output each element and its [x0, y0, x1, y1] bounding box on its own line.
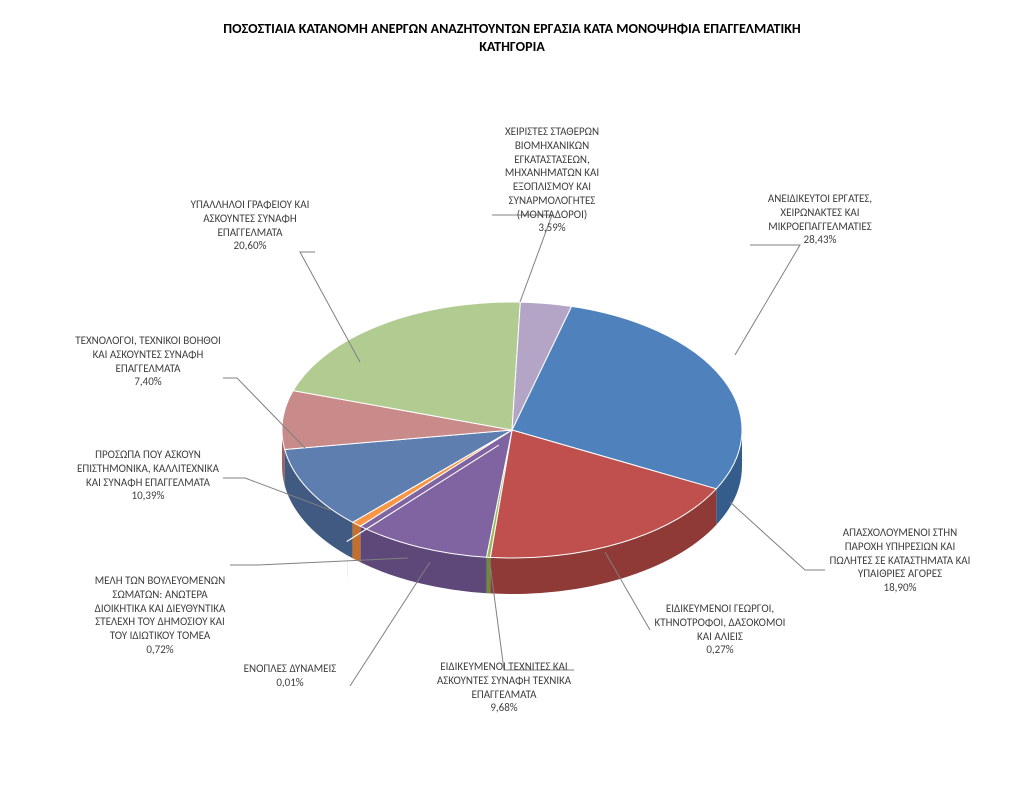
- slice-label: ΧΕΙΡΙΣΤΕΣ ΣΤΑΘΕΡΩΝ ΒΙΟΜΗΧΑΝΙΚΩΝ ΕΓΚΑΤΑΣΤ…: [462, 125, 642, 235]
- leader-line: [300, 252, 360, 362]
- slice-label: ΤΕΧΝΟΛΟΓΟΙ, ΤΕΧΝΙΚΟΙ ΒΟΗΘΟΙ ΚΑΙ ΑΣΚΟΥΝΤΕ…: [43, 334, 253, 389]
- slice-label: ΑΠΑΣΧΟΛΟΥΜΕΝΟΙ ΣΤΗΝ ΠΑΡΟΧΗ ΥΠΗΡΕΣΙΩΝ ΚΑΙ…: [795, 526, 1005, 595]
- slice-label: ΕΙΔΙΚΕΥΜΕΝΟΙ ΓΕΩΡΓΟΙ, ΚΤΗΝΟΤΡΟΦΟΙ, ΔΑΣΟΚ…: [620, 602, 820, 657]
- pie-slice-side: [486, 557, 490, 593]
- slice-label: ΜΕΛΗ ΤΩΝ ΒΟΥΛΕΥΟΜΕΝΩΝ ΣΩΜΑΤΩΝ: ΑΝΩΤΕΡΑ Δ…: [60, 574, 260, 657]
- slice-label: ΑΝΕΙΔΙΚΕΥΤΟΙ ΕΡΓΑΤΕΣ, ΧΕΙΡΩΝΑΚΤΕΣ ΚΑΙ ΜΙ…: [720, 192, 920, 247]
- slice-label: ΥΠΑΛΛΗΛΟΙ ΓΡΑΦΕΙΟΥ ΚΑΙ ΑΣΚΟΥΝΤΕΣ ΣΥΝΑΦΗ …: [155, 198, 345, 253]
- slice-label: ΕΝΟΠΛΕΣ ΔΥΝΑΜΕΙΣ 0,01%: [200, 662, 380, 690]
- slice-label: ΕΙΔΙΚΕΥΜΕΝΟΙ ΤΕΧΝΙΤΕΣ ΚΑΙ ΑΣΚΟΥΝΤΕΣ ΣΥΝΑ…: [404, 660, 604, 715]
- leader-line: [735, 245, 800, 355]
- slice-label: ΠΡΟΣΩΠΑ ΠΟΥ ΑΣΚΟΥΝ ΕΠΙΣΤΗΜΟΝΙΚΑ, ΚΑΛΛΙΤΕ…: [43, 448, 253, 503]
- pie-slice-side: [353, 522, 361, 562]
